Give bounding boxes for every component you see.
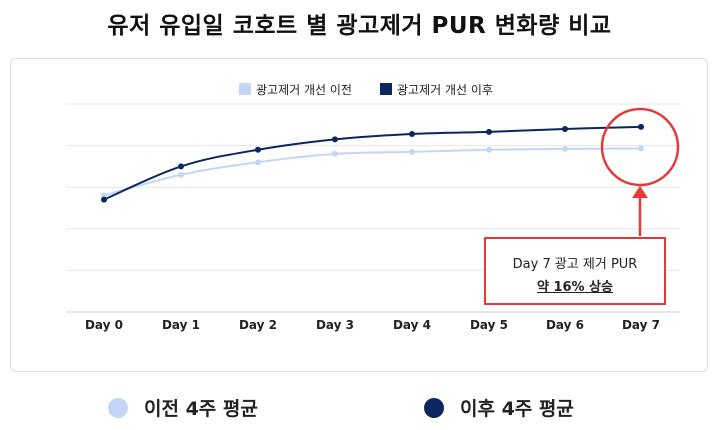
data-point-after [332,136,338,143]
chart-series [101,123,644,203]
x-tick-label: Day 1 [162,318,200,332]
annotation-box: Day 7 광고 제거 PUR 약 16% 상승 [484,237,666,305]
data-point-after [101,196,107,203]
legend-label: 광고제거 개선 이전 [256,83,352,97]
series-line-before [103,147,642,197]
footer-legend-after: 이후 4주 평균 [424,394,574,421]
data-point-after [409,130,415,137]
data-point-after [562,125,568,132]
footer-legend-after-swatch [424,397,444,418]
chart-card [10,58,708,372]
annotation-marker [600,107,680,236]
data-point-after [178,163,184,170]
data-point-before [332,150,338,157]
x-tick-label: Day 4 [393,318,431,332]
data-point-before [638,145,644,152]
x-tick-label: Day 3 [316,318,354,332]
arrow-head [632,186,648,198]
data-point-before [255,159,261,166]
highlight-circle [600,107,680,187]
chart-legend: 광고제거 개선 이전 광고제거 개선 이후 [239,83,493,97]
legend-label: 광고제거 개선 이후 [397,83,493,97]
x-tick-label: Day 0 [85,318,123,332]
x-tick-label: Day 7 [622,318,660,332]
series-line-after [103,125,642,201]
footer-legend-before-swatch [108,397,128,418]
annotation-line-2: 약 16% 상승 [536,280,614,295]
footer-legend-before: 이전 4주 평균 [108,394,258,421]
annotation-line-1: Day 7 광고 제거 PUR [512,257,638,272]
x-tick-label: Day 5 [470,318,508,332]
chart-grid [66,103,680,313]
footer-legend-after-label: 이후 4주 평균 [460,398,574,420]
data-point-before [409,148,415,155]
data-point-after [255,146,261,153]
chart-title: 유저 유입일 코호트 별 광고제거 PUR 변화량 비교 [107,13,612,39]
footer-legend-before-label: 이전 4주 평균 [144,398,258,420]
data-point-before [486,146,492,153]
x-tick-label: Day 6 [546,318,584,332]
data-point-after [638,123,644,130]
data-point-before [562,145,568,152]
x-tick-label: Day 2 [239,318,277,332]
data-point-before [101,192,107,199]
data-point-after [486,128,492,135]
data-point-before [178,171,184,178]
legend-swatch [380,83,392,95]
x-axis-ticks: Day 0 Day 1 Day 2 Day 3 Day 4 Day 5 Day 6 Day 7 [85,318,660,332]
legend-swatch [239,83,251,95]
